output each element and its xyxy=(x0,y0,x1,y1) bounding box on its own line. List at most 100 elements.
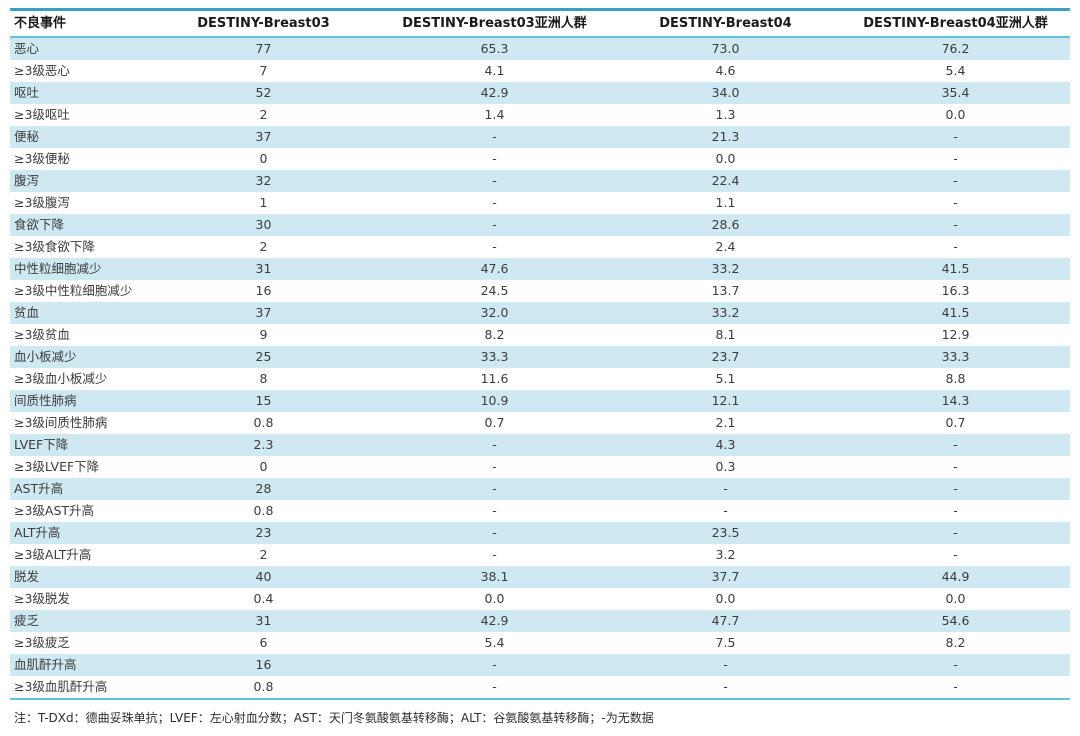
footnote: 注：T-DXd：德曲妥珠单抗；LVEF：左心射血分数；AST：天门冬氨酸氨基转移… xyxy=(14,711,654,725)
col-header-destiny-breast03-asian: DESTINY-Breast03亚洲人群 xyxy=(379,9,610,38)
value-cell: 0.8 xyxy=(253,679,274,694)
value-cell: 0.8 xyxy=(253,503,274,518)
value-cell: 5.1 xyxy=(715,371,736,386)
table-row: 间质性肺病 15 10.9 12.1 14.3 xyxy=(10,390,1070,412)
event-cell: ≥3级脱发 xyxy=(14,591,70,606)
value-cell: 31 xyxy=(255,261,272,276)
value-cell: - xyxy=(492,503,497,518)
value-cell: 25 xyxy=(255,349,272,364)
table-row: ≥3级便秘 0 - 0.0 - xyxy=(10,148,1070,170)
event-cell: ≥3级中性粒细胞减少 xyxy=(14,283,133,298)
value-cell: - xyxy=(492,217,497,232)
value-cell: - xyxy=(953,195,958,210)
value-cell: - xyxy=(492,239,497,254)
event-cell: ≥3级贫血 xyxy=(14,327,70,342)
table-row: ≥3级恶心 7 4.1 4.6 5.4 xyxy=(10,60,1070,82)
value-cell: 31 xyxy=(255,613,272,628)
event-cell: AST升高 xyxy=(14,481,64,496)
value-cell: 8.1 xyxy=(715,327,736,342)
value-cell: 2 xyxy=(259,547,268,562)
value-cell: 0.7 xyxy=(945,415,966,430)
value-cell: 16 xyxy=(255,657,272,672)
value-cell: 4.6 xyxy=(715,63,736,78)
value-cell: - xyxy=(492,679,497,694)
value-cell: 0.0 xyxy=(945,107,966,122)
value-cell: 1.3 xyxy=(715,107,736,122)
value-cell: 15 xyxy=(255,393,272,408)
value-cell: 2.3 xyxy=(253,437,274,452)
value-cell: - xyxy=(492,657,497,672)
value-cell: 21.3 xyxy=(711,129,740,144)
col-header-adverse-event: 不良事件 xyxy=(10,9,148,38)
value-cell: 37 xyxy=(255,305,272,320)
value-cell: - xyxy=(953,437,958,452)
value-cell: 0.8 xyxy=(253,415,274,430)
value-cell: 37 xyxy=(255,129,272,144)
value-cell: 0 xyxy=(259,459,268,474)
event-cell: 中性粒细胞减少 xyxy=(14,261,102,276)
value-cell: - xyxy=(953,679,958,694)
value-cell: 47.6 xyxy=(480,261,509,276)
value-cell: 0 xyxy=(259,151,268,166)
event-cell: ≥3级恶心 xyxy=(14,63,70,78)
value-cell: 16 xyxy=(255,283,272,298)
value-cell: - xyxy=(953,217,958,232)
value-cell: 54.6 xyxy=(941,613,970,628)
event-cell: 贫血 xyxy=(14,305,40,320)
event-cell: 恶心 xyxy=(14,41,40,56)
value-cell: 76.2 xyxy=(941,41,970,56)
value-cell: 5.4 xyxy=(484,635,505,650)
value-cell: 0.0 xyxy=(945,591,966,606)
value-cell: 4.3 xyxy=(715,437,736,452)
value-cell: 24.5 xyxy=(480,283,509,298)
value-cell: - xyxy=(953,503,958,518)
event-cell: ≥3级食欲下降 xyxy=(14,239,95,254)
table-row: ≥3级食欲下降 2 - 2.4 - xyxy=(10,236,1070,258)
value-cell: - xyxy=(953,657,958,672)
value-cell: 73.0 xyxy=(711,41,740,56)
value-cell: 12.1 xyxy=(711,393,740,408)
value-cell: 11.6 xyxy=(480,371,509,386)
table-row: ≥3级ALT升高 2 - 3.2 - xyxy=(10,544,1070,566)
value-cell: - xyxy=(953,239,958,254)
value-cell: 1 xyxy=(259,195,268,210)
value-cell: 6 xyxy=(259,635,268,650)
value-cell: - xyxy=(953,129,958,144)
value-cell: - xyxy=(492,173,497,188)
value-cell: - xyxy=(492,151,497,166)
table-row: ≥3级AST升高 0.8 - - - xyxy=(10,500,1070,522)
value-cell: 42.9 xyxy=(480,85,509,100)
value-cell: 7.5 xyxy=(715,635,736,650)
event-cell: ≥3级血小板减少 xyxy=(14,371,108,386)
value-cell: - xyxy=(953,547,958,562)
value-cell: 32 xyxy=(255,173,272,188)
table-row: 中性粒细胞减少 31 47.6 33.2 41.5 xyxy=(10,258,1070,280)
value-cell: - xyxy=(492,481,497,496)
value-cell: 47.7 xyxy=(711,613,740,628)
value-cell: 42.9 xyxy=(480,613,509,628)
value-cell: 35.4 xyxy=(941,85,970,100)
event-cell: ≥3级呕吐 xyxy=(14,107,70,122)
value-cell: 2 xyxy=(259,239,268,254)
value-cell: 33.2 xyxy=(711,261,740,276)
value-cell: 2 xyxy=(259,107,268,122)
value-cell: 37.7 xyxy=(711,569,740,584)
table-row: ≥3级疲乏 6 5.4 7.5 8.2 xyxy=(10,632,1070,654)
event-cell: 间质性肺病 xyxy=(14,393,77,408)
value-cell: - xyxy=(953,525,958,540)
col-header-destiny-breast04-asian: DESTINY-Breast04亚洲人群 xyxy=(841,9,1070,38)
table-row: AST升高 28 - - - xyxy=(10,478,1070,500)
value-cell: 32.0 xyxy=(480,305,509,320)
table-row: 食欲下降 30 - 28.6 - xyxy=(10,214,1070,236)
value-cell: - xyxy=(953,459,958,474)
value-cell: 38.1 xyxy=(480,569,509,584)
table-row: ≥3级间质性肺病 0.8 0.7 2.1 0.7 xyxy=(10,412,1070,434)
value-cell: - xyxy=(723,679,728,694)
event-cell: 便秘 xyxy=(14,129,40,144)
value-cell: 30 xyxy=(255,217,272,232)
value-cell: 7 xyxy=(259,63,268,78)
table-row: 腹泻 32 - 22.4 - xyxy=(10,170,1070,192)
value-cell: 0.0 xyxy=(715,591,736,606)
table-body: 恶心 77 65.3 73.0 76.2 ≥3级恶心 7 4.1 4.6 5.4 呕吐 52 42.9 3… xyxy=(10,37,1070,699)
event-cell: 疲乏 xyxy=(14,613,40,628)
